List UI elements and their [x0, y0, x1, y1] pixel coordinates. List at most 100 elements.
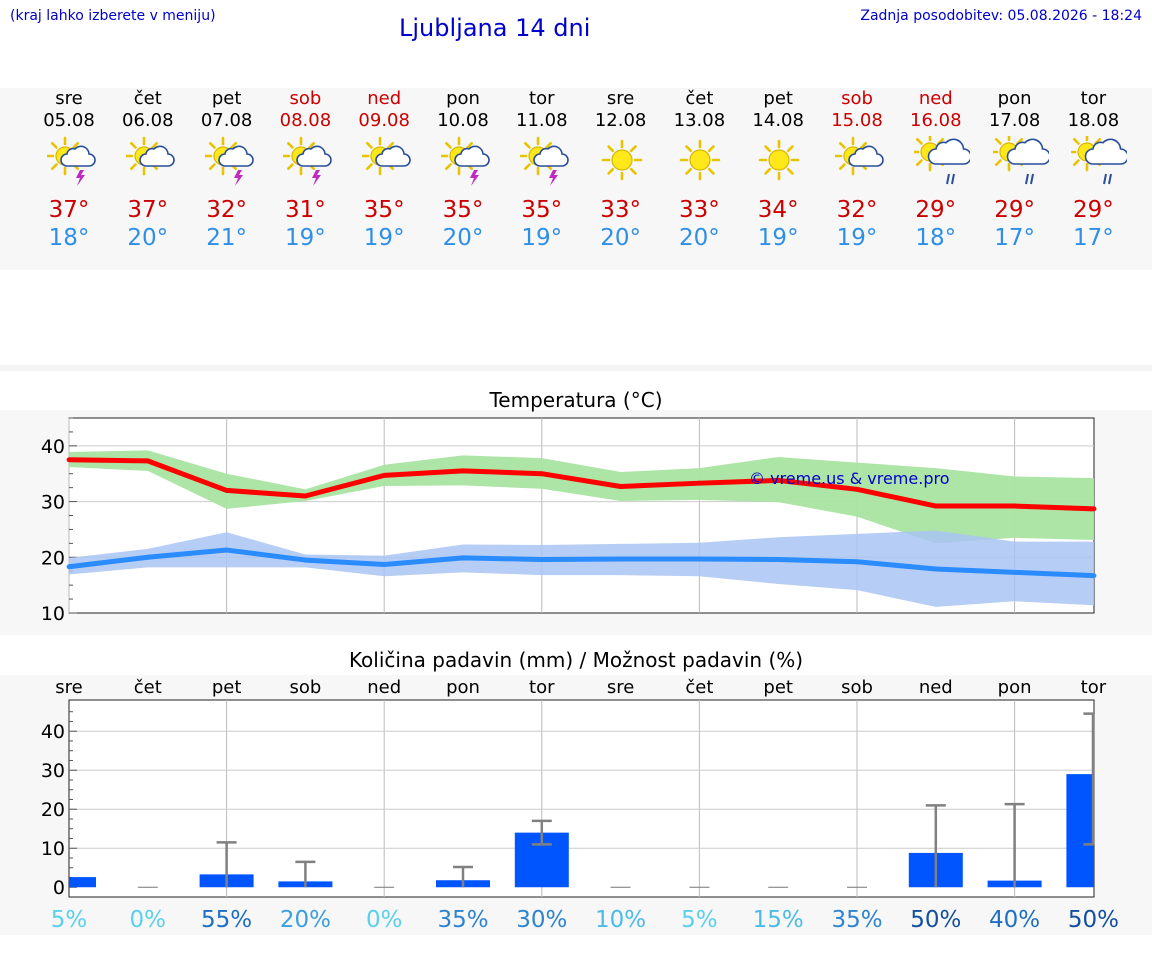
y-tick-label: 20	[41, 799, 65, 821]
precipitation-probability: 30%	[516, 907, 567, 933]
day-date: 16.08	[910, 110, 962, 131]
day-label: sob	[841, 677, 873, 698]
divider	[0, 365, 1152, 371]
precipitation-probability: 35%	[831, 907, 882, 933]
day-name: tor	[529, 88, 555, 109]
day-label: sre	[607, 677, 634, 698]
forecast-panel	[0, 88, 1152, 270]
data-point	[854, 486, 860, 492]
min-temperature: 17°	[1073, 225, 1114, 251]
sun-icon	[601, 139, 642, 181]
data-point	[381, 472, 387, 478]
sun-thunderstorm-icon	[519, 136, 569, 186]
data-point	[697, 556, 702, 562]
raindrop-shape	[950, 173, 955, 185]
day-label: pon	[446, 677, 480, 698]
day-label: tor	[529, 677, 555, 698]
data-point	[1012, 569, 1017, 575]
precipitation-bar	[69, 877, 96, 888]
day-name: sre	[55, 88, 83, 109]
max-temperature: 35°	[442, 197, 484, 223]
day-date: 17.08	[988, 110, 1041, 131]
sun-rain-icon	[992, 136, 1049, 185]
day-label: pon	[998, 677, 1032, 698]
lightning-shape	[76, 170, 85, 186]
day-name: čet	[685, 88, 714, 109]
min-temperature: 19°	[285, 225, 326, 251]
max-temperature: 37°	[127, 197, 169, 223]
watermark-text: © vreme.us & vreme.pro	[749, 469, 950, 488]
sun-rain-icon	[1071, 136, 1128, 185]
sun-icon	[758, 139, 800, 181]
data-point	[933, 566, 939, 572]
data-point	[460, 555, 466, 561]
day-date: 14.08	[752, 110, 804, 131]
day-label: tor	[1081, 677, 1107, 698]
lightning-shape	[233, 170, 243, 186]
max-temperature: 35°	[521, 197, 563, 223]
max-temperature: 29°	[915, 197, 957, 223]
lightning-shape	[312, 170, 322, 186]
day-name: sob	[289, 88, 322, 109]
max-temperature: 34°	[757, 197, 799, 223]
lightning-shape	[470, 170, 479, 186]
day-date: 15.08	[831, 110, 883, 131]
day-date: 12.08	[594, 110, 647, 131]
min-temperature: 19°	[757, 225, 799, 251]
data-point	[854, 559, 860, 565]
min-temperature: 19°	[363, 225, 405, 251]
max-temperature: 33°	[600, 197, 641, 223]
data-point	[381, 562, 387, 567]
precipitation-chart-title: Količina padavin (mm) / Možnost padavin …	[348, 648, 804, 672]
raindrop-shape	[1103, 173, 1108, 185]
data-point	[775, 478, 781, 483]
sun-cloud-icon	[125, 136, 175, 176]
day-name: pon	[446, 88, 480, 109]
y-tick-label: 30	[41, 760, 65, 782]
sun-shape	[601, 139, 642, 181]
precipitation-probability: 0%	[130, 907, 167, 933]
min-temperature: 20°	[679, 225, 720, 251]
min-temperature: 19°	[836, 225, 878, 251]
data-point	[618, 556, 623, 562]
precipitation-probability: 55%	[201, 907, 252, 933]
day-name: sob	[841, 88, 873, 109]
sun-thunderstorm-icon	[204, 136, 254, 186]
cloud-shape	[375, 145, 411, 167]
day-label: ned	[367, 677, 401, 698]
max-temperature: 32°	[836, 197, 878, 223]
min-temperature: 17°	[994, 225, 1035, 251]
max-temperature: 29°	[994, 197, 1035, 223]
cloud-shape	[533, 145, 569, 167]
precipitation-probability: 40%	[989, 907, 1040, 933]
temperature-chart-title: Temperatura (°C)	[489, 388, 663, 412]
data-point	[933, 503, 939, 509]
precipitation-probability: 35%	[437, 907, 488, 933]
min-temperature: 20°	[442, 225, 484, 251]
day-name: ned	[918, 88, 953, 109]
day-date: 06.08	[122, 110, 174, 131]
day-label: sob	[289, 677, 321, 698]
y-tick-label: 0	[53, 877, 65, 899]
data-point	[697, 480, 702, 486]
data-point	[1091, 506, 1097, 512]
min-temperature-line	[68, 547, 1095, 579]
cloud-shape	[217, 145, 254, 167]
precipitation-probability: 15%	[753, 907, 804, 933]
day-label: ned	[919, 677, 953, 698]
precipitation-probability: 10%	[595, 907, 646, 933]
sun-thunderstorm-icon	[283, 136, 333, 186]
sun-shape	[680, 139, 721, 181]
data-point	[224, 547, 230, 553]
max-temperature: 35°	[363, 197, 405, 223]
cloud-shape	[60, 145, 96, 167]
precipitation-probability: 50%	[1068, 907, 1119, 933]
min-temperature: 18°	[915, 225, 957, 251]
day-label: pet	[212, 677, 242, 698]
max-temperature: 32°	[206, 197, 247, 223]
sun-shape	[758, 139, 800, 181]
day-date: 13.08	[673, 110, 726, 131]
day-label: čet	[134, 677, 162, 698]
cloud-shape	[927, 138, 970, 165]
raindrop-shape	[1029, 173, 1034, 185]
